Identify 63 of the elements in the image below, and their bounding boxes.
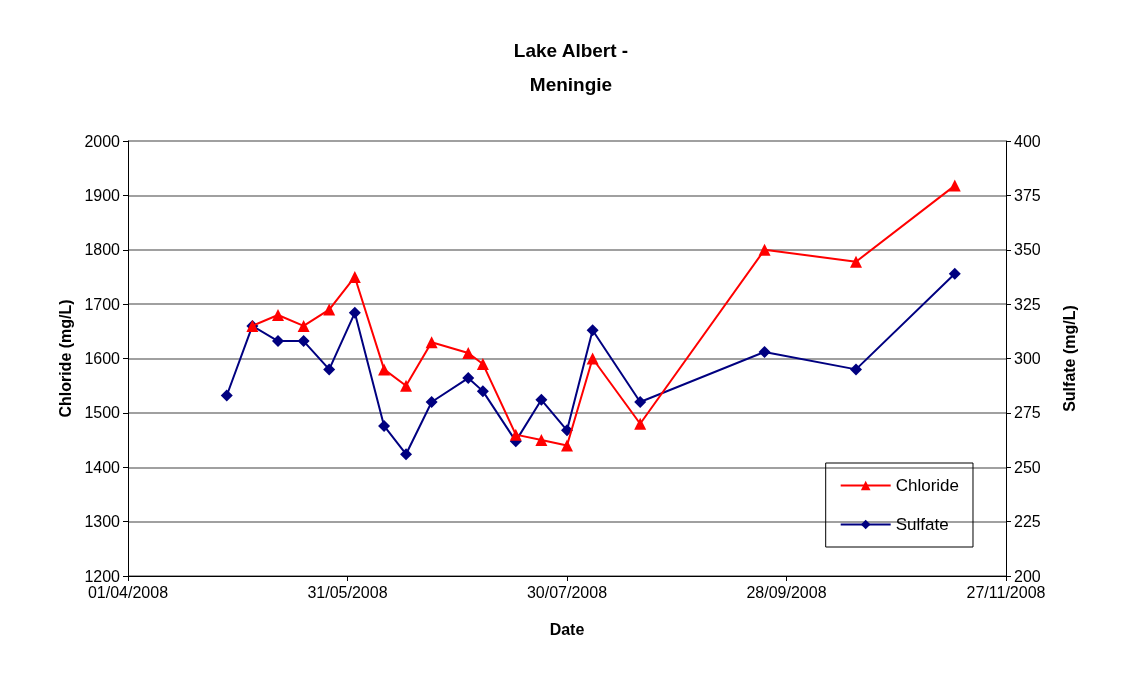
point [323,363,336,376]
y2-tick-label: 350 [1014,241,1041,259]
point [220,389,233,402]
point [561,424,573,437]
point [348,306,361,319]
y-tick-label: 1200 [84,567,121,585]
point [476,385,489,398]
y-tick-label: 1400 [84,458,121,476]
point [297,319,310,332]
point [948,267,961,280]
point [758,243,771,256]
y2-tick-label: 250 [1014,458,1041,476]
point [561,439,573,452]
point [509,428,522,441]
y2-tick-label: 200 [1014,567,1041,585]
y-axis-title: Chloride (mg/L) [56,299,74,418]
point [948,179,961,192]
y2-tick-label: 375 [1014,186,1041,204]
y-tick-label: 1300 [84,513,121,531]
point [634,417,647,430]
y-tick-label: 1600 [84,350,121,367]
y-tick-label: 1500 [84,404,121,422]
legend-label: Sulfate [895,515,949,534]
point [586,324,599,337]
point [634,396,647,408]
point [462,347,475,360]
point [425,336,438,349]
point [297,335,310,348]
point [323,303,336,316]
point [378,363,391,376]
point [535,393,548,406]
y-tick-label: 1700 [84,295,121,313]
legend-label: Chloride [895,476,959,495]
point [758,345,771,358]
chart-title: Lake Albert - Meningie [513,39,629,95]
x-tick-label: 28/09/2008 [746,583,827,601]
point [850,363,863,376]
point [271,335,284,348]
y-tick-label: 1800 [84,241,121,259]
point [348,270,361,283]
x-axis-title: Date [549,620,585,638]
x-tick-label: 01/04/2008 [87,583,169,601]
y-tick-label: 1900 [84,186,121,204]
point [586,352,599,365]
x-tick-label: 30/07/2008 [526,583,608,601]
x-tick-label: 31/05/2008 [307,583,388,601]
point [535,434,548,447]
point [400,448,413,461]
point [462,372,475,385]
point [425,396,438,408]
point [850,255,863,268]
y2-tick-label: 325 [1014,295,1041,313]
point [378,419,391,432]
point [271,309,284,321]
y2-tick-label: 300 [1014,350,1041,367]
y2-tick-label: 275 [1014,404,1041,422]
x-tick-label: 27/11/2008 [966,583,1046,601]
point [476,357,489,370]
y2-tick-label: 400 [1014,132,1041,150]
y2-axis-title: Sulfate (mg/L) [1060,305,1078,412]
y2-tick-label: 225 [1014,513,1041,531]
y-tick-label: 2000 [84,132,121,150]
point [400,379,413,392]
